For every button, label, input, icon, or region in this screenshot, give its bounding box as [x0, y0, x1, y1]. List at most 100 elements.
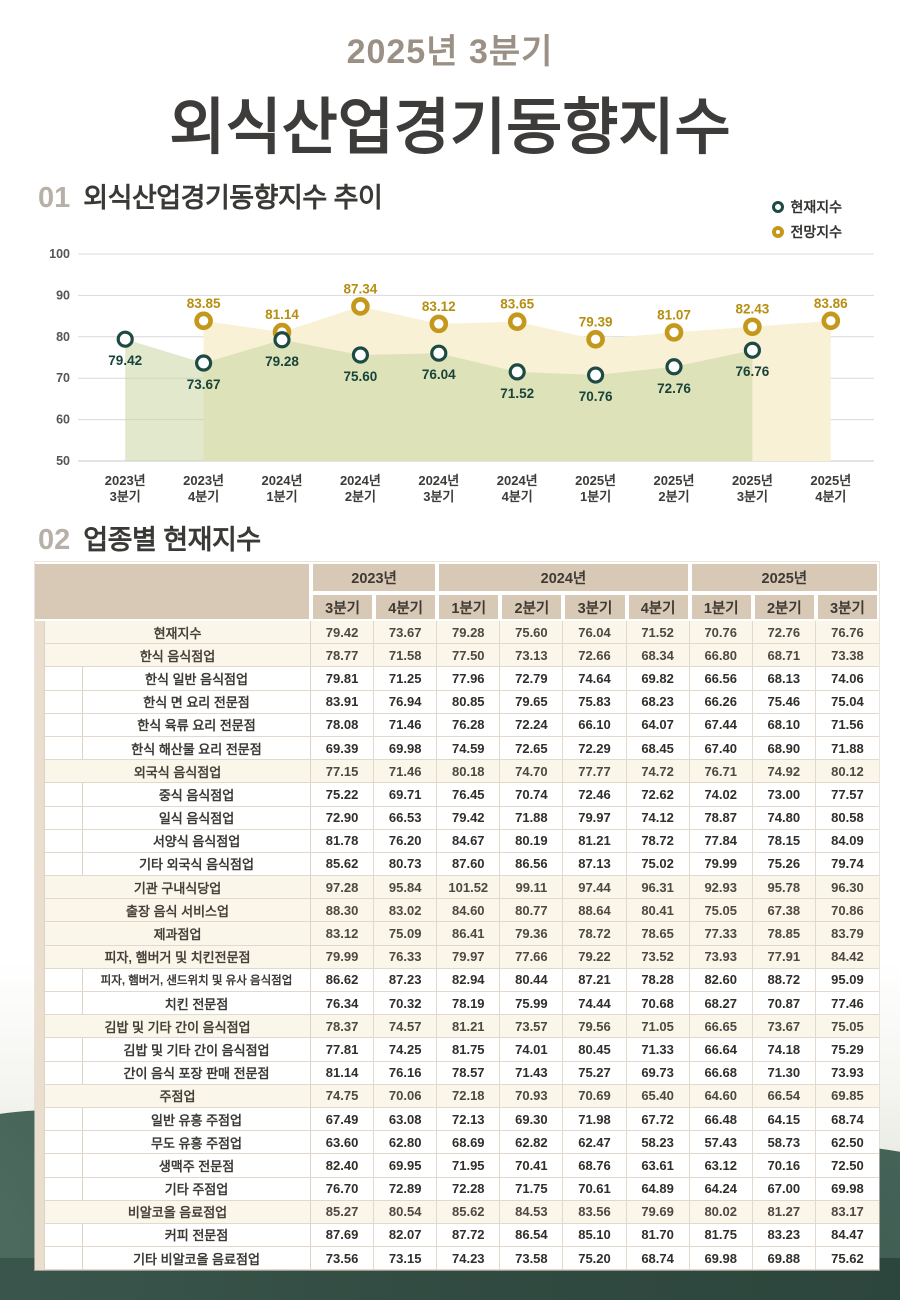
index-value-cell: 81.75	[437, 1038, 501, 1062]
row-label: 기타 주점업	[45, 1177, 311, 1201]
index-value-cell: 77.96	[437, 667, 501, 691]
row-label: 한식 면 요리 전문점	[45, 690, 311, 714]
index-value-cell: 87.23	[374, 968, 438, 992]
index-value-cell: 74.25	[374, 1038, 438, 1062]
index-value-cell: 79.42	[437, 806, 501, 830]
index-value-cell: 87.72	[437, 1223, 501, 1248]
outlook-point	[743, 317, 762, 337]
section-2-title: 업종별 현재지수	[83, 525, 261, 555]
index-value-cell: 87.60	[437, 852, 501, 877]
current-value-label: 79.42	[108, 353, 142, 368]
table-row: 비알코올 음료점업 85.27 80.54 85.62 84.53 83.56 79.69 8…	[35, 1200, 879, 1224]
index-value-cell: 68.90	[752, 736, 816, 761]
outlook-point	[194, 311, 213, 331]
index-value-cell: 80.77	[500, 899, 564, 923]
index-value-cell: 68.10	[752, 713, 816, 737]
outlook-value-label: 79.39	[579, 314, 613, 329]
index-value-cell: 71.33	[626, 1038, 690, 1062]
index-value-cell: 76.70	[311, 1177, 375, 1201]
index-value-cell: 77.91	[752, 945, 816, 969]
index-value-cell: 74.75	[311, 1084, 375, 1108]
current-value-label: 70.76	[579, 389, 613, 404]
row-label: 일반 유흥 주점업	[45, 1107, 311, 1132]
index-value-cell: 62.82	[500, 1131, 564, 1155]
index-value-cell: 84.60	[437, 899, 501, 923]
index-value-cell: 70.74	[500, 783, 564, 807]
index-value-cell: 83.91	[311, 690, 375, 714]
index-value-cell: 84.42	[815, 946, 879, 969]
index-value-cell: 73.15	[374, 1247, 438, 1271]
index-value-cell: 58.23	[626, 1131, 690, 1155]
index-value-cell: 72.29	[563, 736, 627, 761]
index-value-cell: 85.62	[437, 1200, 501, 1224]
index-value-cell: 78.72	[626, 829, 690, 853]
row-label: 현재지수	[45, 621, 311, 645]
index-value-cell: 75.99	[500, 992, 564, 1016]
row-label: 한식 일반 음식점업	[45, 667, 311, 691]
index-value-cell: 63.12	[689, 1154, 753, 1178]
x-axis-category: 2025년 3분기	[732, 473, 773, 504]
index-value-cell: 71.25	[374, 667, 438, 691]
index-value-cell: 83.02	[374, 899, 438, 923]
index-value-cell: 82.40	[311, 1154, 375, 1178]
index-value-cell: 79.99	[311, 945, 375, 969]
index-value-cell: 68.13	[752, 667, 816, 691]
table-body: 현재지수 79.42 73.67 79.28 75.60 76.04 71.52 70.76 7…	[35, 621, 879, 1271]
current-point	[743, 341, 762, 359]
index-value-cell: 79.56	[563, 1015, 627, 1039]
index-value-cell: 84.53	[500, 1200, 564, 1224]
table-row: 중식 음식점업 75.22 69.71 76.45 70.74 72.46 72.62 74.…	[35, 783, 879, 807]
row-label: 치킨 전문점	[45, 992, 311, 1016]
outlook-point	[351, 297, 370, 316]
index-value-cell: 81.75	[689, 1223, 753, 1248]
index-value-cell: 78.77	[311, 644, 375, 668]
index-value-cell: 78.28	[626, 968, 690, 992]
index-value-cell: 70.87	[752, 992, 816, 1016]
index-value-cell: 75.26	[752, 852, 816, 877]
index-value-cell: 75.20	[563, 1247, 627, 1271]
index-value-cell: 73.52	[626, 945, 690, 969]
trend-chart-svg: 100 90 80 70 60 50 83.85 81.14 87.34 83.12 83.65 79…	[49, 247, 874, 504]
index-value-cell: 74.80	[752, 806, 816, 830]
index-value-cell: 62.80	[374, 1131, 438, 1155]
index-value-cell: 79.74	[815, 853, 879, 877]
index-value-cell: 70.41	[500, 1154, 564, 1178]
outlook-point	[664, 323, 684, 342]
row-left-strip	[35, 968, 45, 992]
index-value-cell: 57.43	[689, 1131, 753, 1155]
quarter-header: 2분기	[500, 593, 564, 621]
current-point	[116, 330, 134, 348]
index-value-cell: 75.60	[500, 621, 564, 645]
table-row: 기관 구내식당업 97.28 95.84 101.52 99.11 97.44 96.31 9…	[35, 876, 879, 900]
x-axis-category: 2024년 1분기	[262, 473, 303, 504]
quarter-header: 1분기	[437, 593, 501, 621]
index-value-cell: 66.10	[563, 713, 627, 737]
index-value-cell: 70.06	[374, 1084, 438, 1108]
index-value-cell: 83.12	[311, 922, 375, 946]
table-row: 생맥주 전문점 82.40 69.95 71.95 70.41 68.76 63.61 63.…	[35, 1154, 879, 1178]
row-left-strip	[35, 1223, 45, 1248]
current-point	[665, 358, 683, 376]
index-value-cell: 76.28	[437, 713, 501, 737]
index-value-cell: 75.46	[752, 690, 816, 714]
index-value-cell: 70.93	[500, 1084, 564, 1108]
y-axis-tick: 50	[56, 454, 70, 468]
index-value-cell: 73.93	[689, 945, 753, 969]
outlook-point	[586, 330, 605, 349]
index-value-cell: 79.81	[311, 667, 375, 691]
index-value-cell: 85.27	[311, 1200, 375, 1224]
index-value-cell: 75.29	[815, 1038, 879, 1062]
index-value-cell: 68.76	[563, 1154, 627, 1178]
index-value-cell: 77.50	[437, 644, 501, 668]
row-label: 김밥 및 기타 간이 음식점업	[45, 1038, 311, 1062]
row-label: 서양식 음식점업	[45, 829, 311, 853]
index-value-cell: 76.16	[374, 1061, 438, 1085]
index-value-cell: 69.98	[815, 1178, 879, 1201]
index-value-cell: 67.40	[689, 736, 753, 761]
index-value-cell: 64.24	[689, 1177, 753, 1201]
index-value-cell: 71.46	[374, 760, 438, 784]
index-value-cell: 77.33	[689, 922, 753, 946]
index-value-cell: 74.44	[563, 992, 627, 1016]
index-value-cell: 85.62	[311, 852, 375, 877]
